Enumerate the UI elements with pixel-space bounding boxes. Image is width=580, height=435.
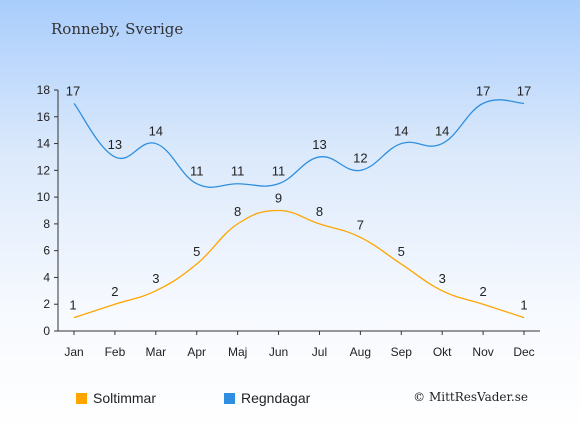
data-label-sun: 2	[479, 284, 486, 299]
data-label-sun: 8	[316, 204, 323, 219]
x-tick-label: Aug	[350, 345, 371, 359]
data-label-rain: 11	[190, 164, 204, 179]
legend-label-sun: Soltimmar	[93, 390, 157, 406]
x-tick-label: Jul	[312, 345, 327, 359]
x-tick-label: Apr	[187, 345, 206, 359]
data-label-sun: 3	[439, 271, 446, 286]
y-tick-label: 18	[37, 83, 51, 97]
series-lines	[73, 99, 525, 319]
legend-item-sun: Soltimmar	[76, 390, 156, 406]
x-tick-label: Jan	[64, 345, 83, 359]
data-label-rain: 17	[517, 83, 531, 98]
data-label-rain: 17	[66, 83, 80, 98]
data-label-rain: 11	[231, 164, 245, 179]
legend-swatch-sun	[76, 392, 87, 404]
series-line-sun	[73, 209, 525, 319]
data-label-sun: 1	[520, 298, 527, 313]
legend-label-rain: Regndagar	[241, 390, 311, 406]
y-tick-label: 14	[37, 137, 51, 151]
data-label-sun: 5	[398, 244, 405, 259]
data-label-rain: 11	[272, 164, 286, 179]
x-tick-label: Sep	[391, 345, 413, 359]
x-tick-label: Okt	[433, 345, 452, 359]
x-tick-label: Nov	[472, 345, 493, 359]
data-label-sun: 9	[275, 191, 282, 206]
copyright: © MittResVader.se	[413, 390, 528, 404]
data-label-sun: 3	[152, 271, 159, 286]
y-tick-label: 12	[37, 163, 51, 177]
x-tick-label: Dec	[513, 345, 534, 359]
data-label-sun: 8	[234, 204, 241, 219]
data-label-rain: 17	[476, 83, 490, 98]
chart-title: Ronneby, Sverige	[51, 20, 184, 38]
data-label-sun: 2	[111, 284, 118, 299]
data-label-rain: 13	[312, 137, 326, 152]
y-tick-label: 2	[43, 297, 50, 311]
x-tick-label: Jun	[269, 345, 288, 359]
data-label-rain: 14	[149, 124, 163, 139]
data-label-rain: 12	[353, 150, 367, 165]
y-tick-label: 16	[37, 110, 51, 124]
data-label-sun: 5	[193, 244, 200, 259]
y-tick-label: 4	[43, 270, 50, 284]
legend-item-rain: Regndagar	[224, 390, 310, 406]
data-label-sun: 7	[357, 217, 364, 232]
series-line-rain	[73, 99, 525, 188]
legend-swatch-rain	[224, 392, 235, 404]
x-tick-label: Maj	[228, 345, 247, 359]
data-label-sun: 1	[69, 298, 76, 313]
data-label-rain: 13	[108, 137, 122, 152]
y-tick-label: 8	[43, 217, 50, 231]
data-label-rain: 14	[394, 124, 408, 139]
y-tick-label: 0	[43, 324, 50, 338]
x-tick-label: Feb	[105, 345, 126, 359]
x-tick-label: Mar	[145, 345, 166, 359]
data-label-rain: 14	[435, 124, 449, 139]
y-tick-label: 6	[43, 244, 50, 258]
y-tick-label: 10	[37, 190, 51, 204]
